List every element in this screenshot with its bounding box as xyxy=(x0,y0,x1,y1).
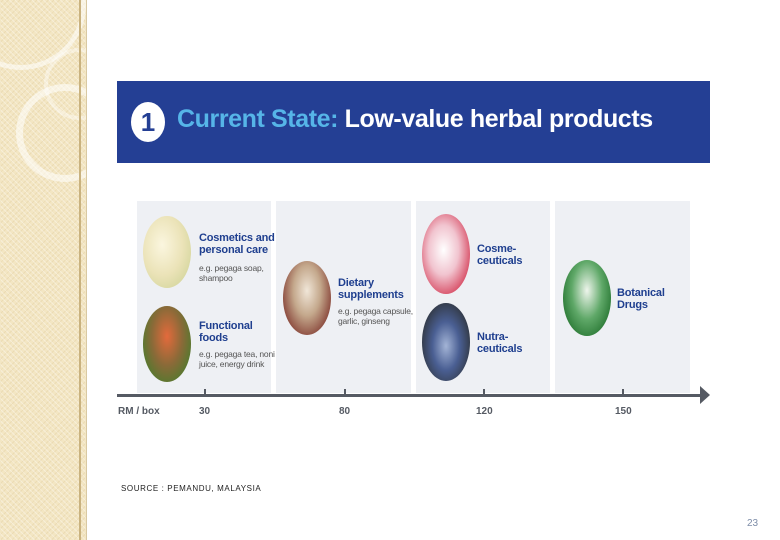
cosmetics-examples-line1: e.g. pegaga soap, xyxy=(199,263,264,273)
functional-foods-examples-line1: e.g. pegaga tea, noni xyxy=(199,349,275,359)
banner-title: Current State: Low-value herbal products xyxy=(177,105,653,134)
decorative-sidebar xyxy=(0,0,87,540)
axis-unit-label: RM / box xyxy=(118,406,160,417)
source-note: SOURCE : PEMANDU, MALAYSIA xyxy=(121,484,262,493)
page-number: 23 xyxy=(747,518,759,529)
nutraceuticals-image xyxy=(422,303,470,381)
dietary-supplements-examples-line2: garlic, ginseng xyxy=(338,315,390,326)
botanical-drugs-label-line1: Botanical xyxy=(617,287,665,299)
cosmeceuticals-label: Cosme- ceuticals xyxy=(477,243,522,267)
functional-foods-label: Functional foods xyxy=(199,320,253,344)
cosmetics-label: Cosmetics and personal care xyxy=(199,232,275,256)
decorative-line xyxy=(79,0,81,540)
functional-foods-label-line1: Functional xyxy=(199,320,253,332)
cosmetics-product-image xyxy=(143,216,191,288)
dietary-supplements-label: Dietary supplements xyxy=(338,277,404,301)
cosmeceuticals-label-line2: ceuticals xyxy=(477,255,523,267)
nutraceuticals-label-line1: Nutra- xyxy=(477,331,509,343)
dietary-supplements-examples: e.g. pegaga capsule, garlic, ginseng xyxy=(338,306,413,326)
cosmetics-examples: e.g. pegaga soap, shampoo xyxy=(199,263,264,283)
axis-tick-label-80: 80 xyxy=(339,406,351,417)
cosmetics-label-line2: personal care xyxy=(199,244,268,256)
dietary-supplements-image xyxy=(283,261,331,335)
axis-tick xyxy=(483,389,485,397)
functional-foods-examples: e.g. pegaga tea, noni juice, energy drin… xyxy=(199,349,275,369)
functional-foods-examples-line2: juice, energy drink xyxy=(199,358,265,369)
cosmeceuticals-image xyxy=(422,214,470,294)
axis-tick xyxy=(344,389,346,397)
axis-tick-label-150: 150 xyxy=(615,406,632,417)
botanical-drugs-label: Botanical Drugs xyxy=(617,287,665,311)
axis-arrowhead xyxy=(700,386,710,404)
axis-tick xyxy=(622,389,624,397)
axis-tick xyxy=(204,389,206,397)
cosmetics-label-line1: Cosmetics and xyxy=(199,232,275,244)
price-axis-line xyxy=(117,394,702,397)
nutraceuticals-label: Nutra- ceuticals xyxy=(477,331,522,355)
dietary-supplements-label-line1: Dietary xyxy=(338,277,374,289)
step-number-badge: 1 xyxy=(131,102,165,142)
cosmeceuticals-label-line1: Cosme- xyxy=(477,243,517,255)
banner-title-prefix: Current State: xyxy=(177,105,339,133)
banner-title-main: Low-value herbal products xyxy=(344,105,654,133)
title-banner: 1 Current State: Low-value herbal produc… xyxy=(117,81,710,163)
nutraceuticals-label-line2: ceuticals xyxy=(477,343,523,355)
functional-foods-label-line2: foods xyxy=(199,332,228,344)
functional-foods-image xyxy=(143,306,191,382)
axis-tick-label-30: 30 xyxy=(199,406,211,417)
botanical-drugs-label-line2: Drugs xyxy=(617,299,648,311)
dietary-supplements-examples-line1: e.g. pegaga capsule, xyxy=(338,306,413,316)
axis-tick-label-120: 120 xyxy=(476,406,493,417)
botanical-drugs-image xyxy=(563,260,611,336)
cosmetics-examples-line2: shampoo xyxy=(199,272,233,283)
dietary-supplements-label-line2: supplements xyxy=(338,289,404,301)
